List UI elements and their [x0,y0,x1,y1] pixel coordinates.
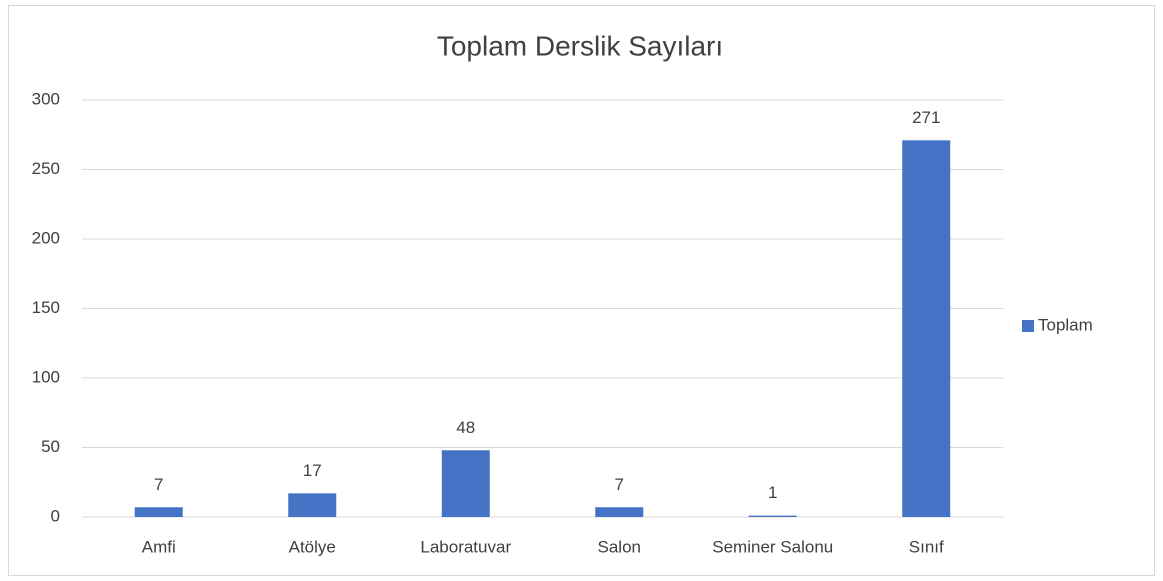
bar [902,140,951,517]
x-tick-label: Sınıf [909,537,944,556]
chart-title: Toplam Derslik Sayıları [437,30,723,61]
y-tick-label: 150 [32,298,60,317]
chart-border [8,5,1155,576]
data-label: 48 [456,418,475,437]
bar [441,450,490,517]
x-tick-label: Seminer Salonu [712,537,833,556]
y-tick-label: 300 [32,89,60,108]
data-label: 17 [303,461,322,480]
y-tick-label: 100 [32,367,60,386]
x-tick-label: Atölye [289,537,336,556]
data-label: 7 [154,475,163,494]
x-tick-label: Laboratuvar [420,537,511,556]
data-label: 271 [912,108,940,127]
y-tick-label: 50 [41,437,60,456]
data-label: 7 [615,475,624,494]
y-tick-label: 250 [32,159,60,178]
x-tick-label: Amfi [142,537,176,556]
x-tick-label: Salon [598,537,641,556]
y-tick-label: 200 [32,228,60,247]
legend-label: Toplam [1038,315,1093,334]
bar [595,507,644,517]
bar [288,493,337,517]
bar [748,515,797,517]
data-label: 1 [768,483,777,502]
legend-swatch [1022,320,1034,332]
y-tick-label: 0 [51,506,60,525]
bar [134,507,183,517]
